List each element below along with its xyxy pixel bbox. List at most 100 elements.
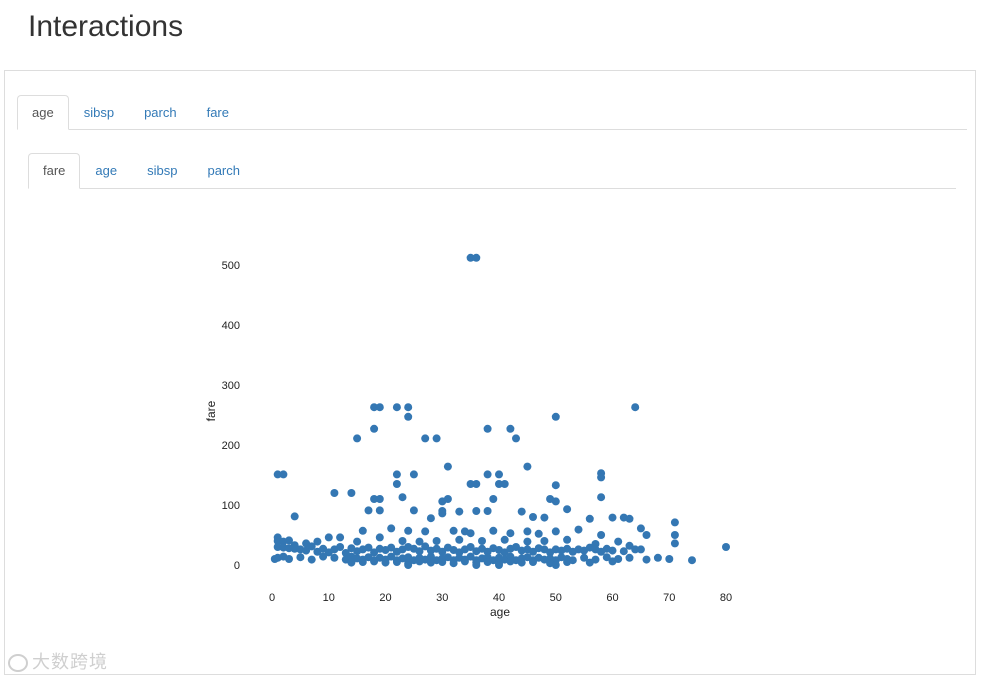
data-point — [285, 536, 293, 545]
data-point — [625, 514, 634, 523]
data-point — [364, 543, 373, 552]
data-point — [347, 489, 356, 497]
outer-tab-age[interactable]: age — [17, 95, 69, 130]
data-point — [608, 546, 617, 555]
y-tick-label: 100 — [222, 500, 240, 512]
data-point — [472, 253, 481, 262]
data-point — [529, 547, 537, 556]
data-point — [330, 489, 339, 497]
outer-tab-bar: age sibsp parch fare — [17, 95, 967, 130]
y-tick-label: 500 — [222, 260, 240, 272]
data-point — [426, 558, 435, 567]
data-point — [602, 553, 611, 562]
data-point — [466, 552, 475, 561]
data-point — [279, 470, 288, 479]
data-point — [381, 558, 390, 567]
data-point — [387, 524, 396, 533]
data-point — [495, 561, 503, 569]
data-point — [597, 473, 606, 482]
data-point — [551, 412, 560, 421]
data-point — [580, 553, 589, 562]
data-point — [302, 546, 311, 555]
data-point — [432, 537, 441, 545]
data-point — [495, 470, 503, 479]
data-point — [489, 526, 498, 535]
data-point — [574, 525, 583, 534]
data-point — [597, 493, 606, 502]
data-point — [449, 559, 458, 568]
inner-tab-fare[interactable]: fare — [28, 153, 81, 189]
data-point — [370, 495, 379, 503]
x-tick-label: 30 — [436, 592, 448, 604]
y-axis-label: fare — [204, 400, 218, 421]
data-point — [358, 526, 367, 535]
data-point — [506, 424, 515, 433]
data-point — [472, 561, 481, 569]
data-point — [483, 558, 492, 566]
data-point — [336, 543, 345, 551]
data-point — [466, 529, 475, 538]
data-point — [608, 557, 617, 566]
data-point — [370, 424, 379, 433]
data-point — [273, 470, 282, 479]
data-point — [290, 512, 299, 521]
data-point — [500, 480, 509, 488]
outer-tab-fare[interactable]: fare — [206, 105, 229, 120]
inner-tab-age[interactable]: age — [95, 163, 118, 178]
data-point — [313, 537, 322, 546]
y-tick-label: 400 — [222, 320, 240, 332]
x-tick-label: 40 — [493, 592, 505, 604]
data-point — [517, 558, 526, 567]
data-point — [688, 556, 696, 565]
data-point — [398, 493, 407, 502]
data-point — [534, 529, 543, 538]
watermark-text: 大数跨境 — [32, 652, 108, 673]
data-point — [540, 513, 549, 522]
data-point — [551, 481, 560, 490]
x-tick-label: 70 — [663, 592, 675, 604]
data-point — [449, 526, 458, 535]
y-tick-label: 300 — [222, 380, 240, 392]
x-axis-label: age — [490, 605, 510, 619]
data-point — [597, 531, 606, 539]
data-point — [404, 526, 413, 535]
data-point — [512, 434, 520, 443]
data-point — [529, 513, 537, 521]
data-point — [478, 537, 486, 545]
data-point — [631, 545, 640, 554]
x-tick-label: 60 — [606, 592, 618, 604]
x-tick-label: 10 — [323, 592, 335, 604]
y-tick-label: 200 — [222, 440, 240, 452]
data-point — [324, 533, 333, 542]
data-point — [438, 507, 447, 515]
data-point — [336, 533, 345, 542]
data-point — [375, 533, 384, 542]
data-point — [375, 495, 384, 503]
data-point — [415, 537, 424, 546]
data-point — [438, 547, 447, 556]
data-point — [375, 403, 384, 412]
data-point — [563, 558, 572, 566]
data-point — [285, 555, 293, 563]
data-point — [500, 548, 509, 557]
inner-tab-parch[interactable]: parch — [207, 163, 240, 178]
data-point — [421, 542, 430, 551]
inner-tab-sibsp[interactable]: sibsp — [147, 163, 178, 178]
x-tick-label: 0 — [269, 592, 275, 604]
data-point — [307, 555, 316, 564]
data-point — [608, 513, 617, 522]
data-point — [375, 506, 384, 515]
data-point — [472, 480, 481, 488]
data-point — [483, 507, 492, 515]
data-point — [551, 561, 560, 569]
data-point — [636, 524, 645, 533]
outer-tab-sibsp[interactable]: sibsp — [83, 105, 115, 120]
data-point — [443, 495, 452, 503]
data-point — [353, 537, 362, 546]
outer-tab-parch[interactable]: parch — [144, 105, 177, 120]
data-point — [642, 531, 651, 539]
inner-tab-bar: fare age sibsp parch — [28, 153, 956, 189]
data-point — [392, 480, 401, 488]
data-point — [670, 518, 679, 527]
